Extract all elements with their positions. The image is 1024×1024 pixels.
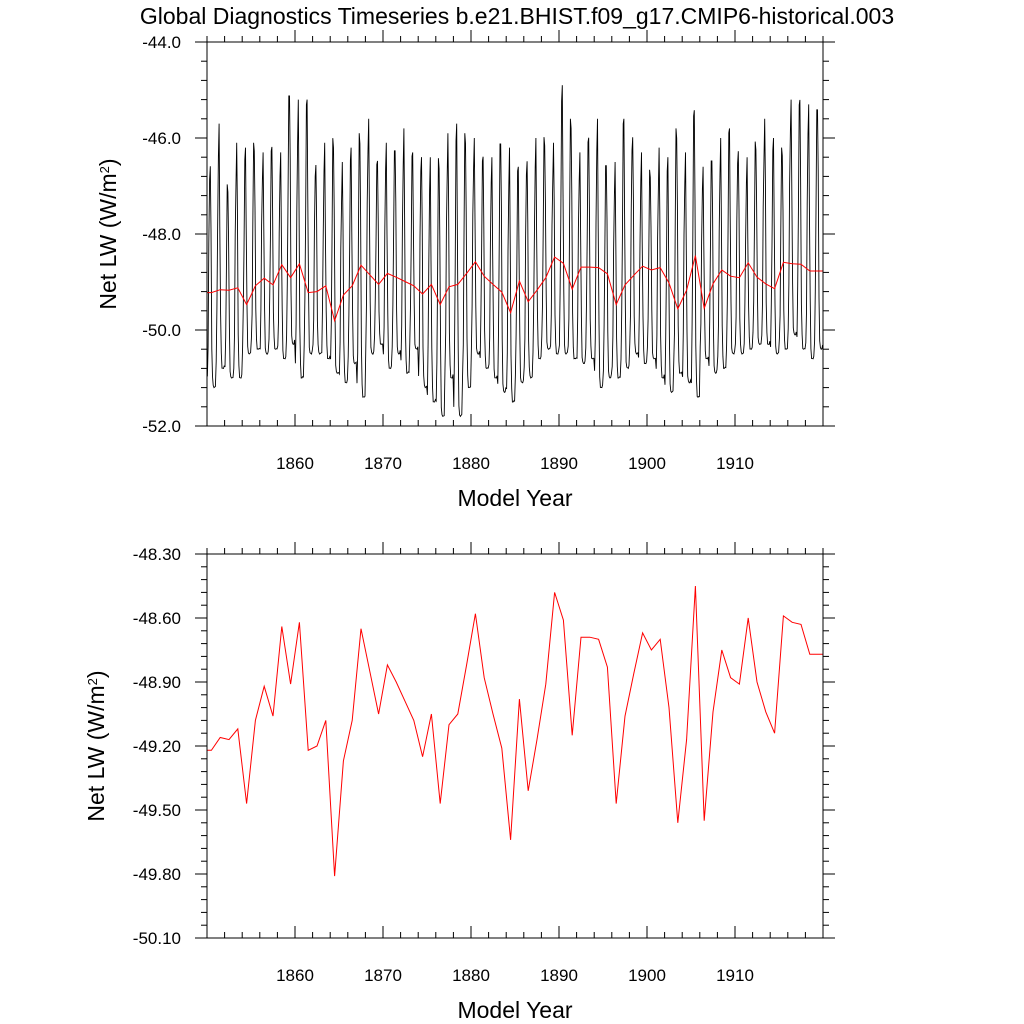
y-tick-label: -46.0	[142, 129, 181, 148]
x-tick-label: 1910	[716, 966, 754, 985]
monthly-series-line	[207, 85, 823, 418]
bottom-y-axis-label-main: Net LW (W/m	[83, 685, 109, 821]
x-tick-label: 1890	[540, 454, 578, 473]
x-tick-label: 1900	[628, 454, 666, 473]
bottom-axes-ticks	[195, 542, 835, 939]
y-tick-label: -48.0	[142, 225, 181, 244]
y-tick-label: -48.90	[133, 673, 181, 692]
top-plot-frame	[206, 41, 824, 427]
x-tick-label: 1880	[452, 966, 490, 985]
top-y-axis-label-close: )	[95, 158, 121, 166]
x-tick-label: 1910	[716, 454, 754, 473]
y-tick-label: -50.10	[133, 929, 181, 948]
top-series	[207, 85, 823, 418]
x-tick-label: 1880	[452, 454, 490, 473]
y-tick-label: -44.0	[142, 33, 181, 52]
top-axes-ticks	[195, 30, 835, 427]
bottom-series	[207, 585, 823, 877]
top-tick-labels: 1860 1870 1880 1890 1900 1910 -52.0 -50.0 -48.0 -…	[142, 33, 754, 473]
bottom-y-axis-label-close: )	[83, 670, 109, 678]
top-y-axis-label-main: Net LW (W/m	[95, 173, 121, 309]
top-y-axis-label: Net LW (W/m2)	[95, 158, 121, 309]
x-tick-label: 1860	[276, 966, 314, 985]
x-tick-label: 1860	[276, 454, 314, 473]
bottom-y-axis-label-sup: 2	[85, 678, 100, 685]
x-tick-label: 1870	[364, 966, 402, 985]
bottom-x-axis-label: Model Year	[457, 997, 572, 1023]
top-panel: 1860 1870 1880 1890 1900 1910 -52.0 -50.0 -48.0 -…	[95, 30, 835, 511]
top-y-axis-label-sup: 2	[97, 166, 112, 173]
figure-title: Global Diagnostics Timeseries b.e21.BHIS…	[140, 3, 894, 29]
x-tick-label: 1870	[364, 454, 402, 473]
y-tick-label: -49.20	[133, 737, 181, 756]
annual-series-line	[207, 585, 823, 877]
bottom-panel: 1860 1870 1880 1890 1900 1910 -50.10 -49.80 -49.…	[83, 542, 835, 1023]
y-tick-label: -48.30	[133, 545, 181, 564]
y-tick-label: -49.80	[133, 865, 181, 884]
annual-series-line	[207, 255, 823, 323]
top-x-axis-label: Model Year	[457, 485, 572, 511]
x-tick-label: 1890	[540, 966, 578, 985]
y-tick-label: -48.60	[133, 609, 181, 628]
y-tick-label: -50.0	[142, 321, 181, 340]
x-tick-label: 1900	[628, 966, 666, 985]
y-tick-label: -52.0	[142, 417, 181, 436]
bottom-tick-labels: 1860 1870 1880 1890 1900 1910 -50.10 -49.80 -49.…	[133, 545, 754, 985]
bottom-y-axis-label: Net LW (W/m2)	[83, 670, 109, 821]
y-tick-label: -49.50	[133, 801, 181, 820]
bottom-plot-frame	[206, 553, 824, 939]
